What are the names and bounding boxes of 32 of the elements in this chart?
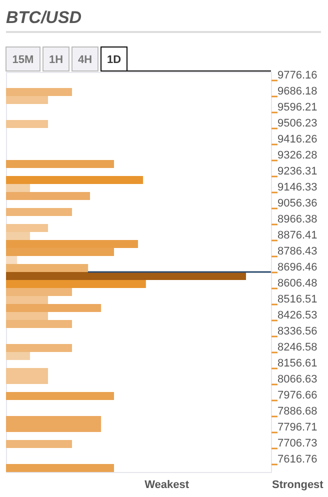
y-tick-label: 9686.18 (278, 86, 318, 98)
y-tick-label: 7976.66 (278, 390, 318, 402)
y-tick-label: 8696.46 (278, 262, 318, 274)
y-tick-label: 9326.28 (278, 150, 318, 162)
y-tick-label: 8426.53 (278, 310, 318, 322)
y-tick-label: 8606.48 (278, 278, 318, 290)
text: Strongest (272, 479, 324, 491)
text: 1H (48, 54, 64, 66)
y-tick-label: 8966.38 (278, 214, 318, 226)
y-tick-label: 9056.36 (278, 198, 318, 210)
y-tick-label: 9776.16 (278, 70, 318, 82)
y-tick-label: 7796.71 (278, 422, 318, 434)
y-tick-label: 7886.68 (278, 406, 318, 418)
y-tick-label: 9506.23 (278, 118, 318, 130)
text: 1D (106, 54, 122, 66)
y-tick-label: 8786.43 (278, 246, 318, 258)
text: 4H (78, 54, 92, 66)
y-tick-label: 8876.41 (278, 230, 318, 242)
text: Weakest (144, 479, 190, 491)
y-tick-label: 7706.73 (278, 438, 318, 450)
y-tick-label: 8156.61 (278, 358, 318, 370)
y-tick-label: 8516.51 (278, 294, 318, 306)
y-tick-label: 8336.56 (278, 326, 318, 338)
y-tick-label: 8246.58 (278, 342, 318, 354)
y-tick-label: 9596.21 (278, 102, 318, 114)
y-tick-label: 9236.31 (278, 166, 318, 178)
y-tick-label: 7616.76 (278, 454, 318, 466)
y-tick-label: 8066.63 (278, 374, 318, 386)
chart-title: BTC/USD (6, 8, 82, 27)
y-tick-label: 9416.26 (278, 134, 318, 146)
y-tick-label: 9146.33 (278, 182, 318, 194)
text: 15M (12, 54, 34, 66)
